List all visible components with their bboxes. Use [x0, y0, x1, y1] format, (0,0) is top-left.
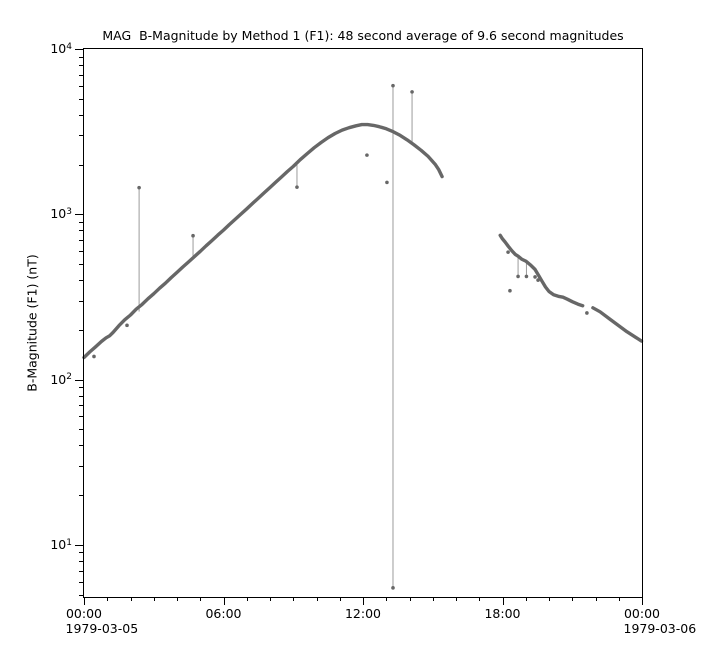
- y-tick-exponent: 4: [66, 41, 72, 52]
- y-tick-exponent: 1: [66, 537, 72, 548]
- y-tick-exponent: 3: [66, 207, 72, 218]
- y-tick-label: 102: [50, 371, 72, 387]
- data-point-dot: [92, 354, 96, 359]
- y-tick-label: 104: [50, 41, 72, 56]
- data-point-dot: [137, 185, 141, 190]
- data-point-dot: [410, 90, 414, 94]
- chart-title: MAG B-Magnitude by Method 1 (F1): 48 sec…: [102, 28, 624, 43]
- data-curve-segment: [82, 122, 444, 360]
- plot-border: [83, 48, 643, 598]
- x-tick-label: 12:00: [344, 606, 382, 621]
- data-point-dot: [125, 323, 129, 328]
- data-point-dot: [191, 233, 195, 238]
- data-point-dot: [365, 153, 369, 157]
- data-point-dot: [524, 274, 529, 279]
- x-tick-label: 00:00: [65, 606, 103, 621]
- y-tick-label: 103: [50, 206, 72, 222]
- data-point-dot: [385, 180, 389, 185]
- x-tick-label: 18:00: [484, 606, 521, 621]
- data-point-dot: [391, 586, 395, 590]
- data-point-dot: [585, 311, 589, 315]
- data-point-dot: [391, 83, 395, 88]
- data-curve-segment: [591, 306, 644, 343]
- x-axis-date-label: 1979-03-05: [65, 621, 139, 636]
- data-point-dot: [506, 250, 510, 254]
- x-tick-label: 06:00: [205, 606, 242, 621]
- y-tick-exponent: 2: [66, 372, 72, 383]
- data-point-dot: [533, 275, 537, 279]
- x-tick-label: 00:00: [623, 606, 661, 621]
- data-point-dot: [516, 274, 520, 279]
- data-curve-segment: [498, 233, 585, 308]
- y-tick-label: 101: [50, 536, 72, 552]
- data-point-dot: [295, 185, 299, 189]
- data-point-dot: [508, 288, 512, 293]
- x-axis-date-label: 1979-03-06: [623, 621, 697, 636]
- data-point-dot: [536, 278, 540, 282]
